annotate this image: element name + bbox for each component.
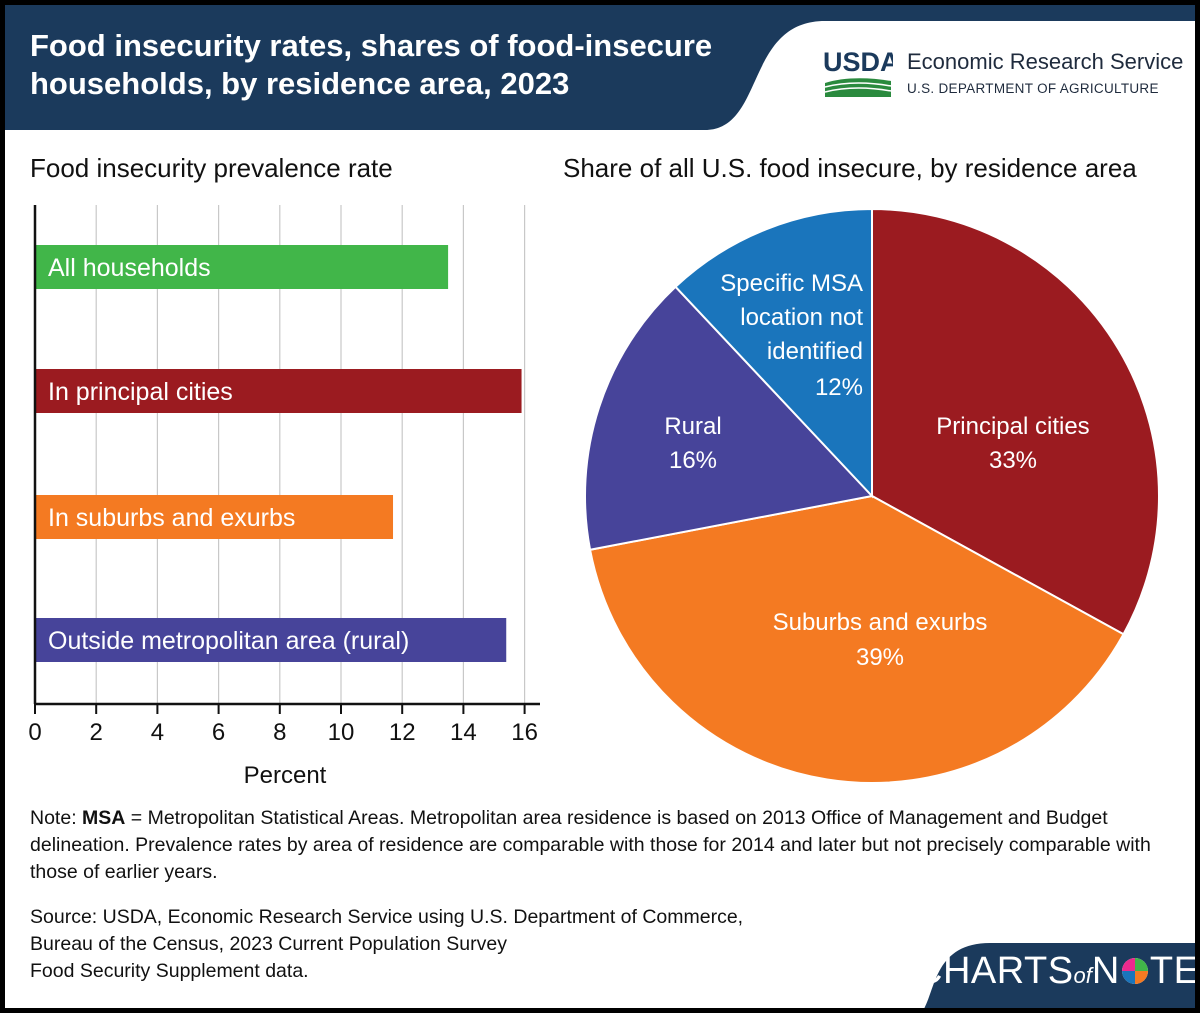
bar-tick-label: 6 bbox=[212, 719, 225, 746]
bar-tick-label: 8 bbox=[273, 719, 286, 746]
brand-charts: CHARTS bbox=[915, 950, 1074, 992]
bar-tick-label: 4 bbox=[151, 719, 164, 746]
bar-tick-label: 16 bbox=[511, 719, 538, 746]
brand-of: of bbox=[1073, 963, 1092, 988]
pie-labels: Principal cities 33% Suburbs and exurbs … bbox=[664, 270, 1089, 671]
charts-of-note-logo: CHARTSofN TE bbox=[915, 950, 1195, 1000]
pie-slice bbox=[674, 207, 873, 499]
agency-name: Economic Research Service bbox=[907, 49, 1184, 74]
pie-label-msa-not-identified: Specific MSA location not identified bbox=[720, 270, 863, 365]
note-prefix: Note: bbox=[30, 807, 83, 829]
pie-chart-title: Share of all U.S. food insecure, by resi… bbox=[563, 153, 1137, 183]
pie-label-rural: Rural bbox=[664, 413, 721, 440]
source: Source: USDA, Economic Research Service … bbox=[30, 904, 930, 985]
pie-slices bbox=[583, 207, 1160, 784]
bar-label: All households bbox=[48, 254, 211, 282]
bar-x-ticks: 0 2 4 6 8 10 12 14 16 bbox=[28, 704, 538, 746]
bar-chart-title: Food insecurity prevalence rate bbox=[30, 153, 393, 183]
bar-tick-label: 0 bbox=[28, 719, 41, 746]
pie-label-principal-cities: Principal cities bbox=[936, 413, 1089, 440]
bar bbox=[35, 495, 394, 539]
source-line-1: Source: USDA, Economic Research Service … bbox=[30, 906, 744, 928]
pie-label-suburbs-exurbs: Suburbs and exurbs bbox=[773, 609, 988, 636]
bar-series: All households In principal cities In subu… bbox=[35, 245, 522, 662]
department-name: U.S. DEPARTMENT OF AGRICULTURE bbox=[907, 81, 1159, 96]
note-term: MSA bbox=[82, 807, 126, 829]
pie-slice bbox=[583, 285, 874, 551]
bar-label: In principal cities bbox=[48, 378, 233, 406]
bar bbox=[35, 369, 522, 413]
brand-te: TE bbox=[1149, 950, 1200, 992]
pie-value-msa-not-identified: 12% bbox=[815, 374, 863, 401]
brand-n: N bbox=[1091, 950, 1120, 992]
pie-value-suburbs-exurbs: 39% bbox=[856, 644, 904, 671]
bar-tick-label: 14 bbox=[450, 719, 477, 746]
title-line-1: Food insecurity rates, shares of food-in… bbox=[30, 28, 713, 63]
bar-label: Outside metropolitan area (rural) bbox=[48, 627, 409, 655]
title-line-2: households, by residence area, 2023 bbox=[30, 66, 570, 101]
pie-slice bbox=[588, 494, 1125, 784]
pie-chart: Principal cities 33% Suburbs and exurbs … bbox=[583, 207, 1160, 784]
header-band bbox=[5, 5, 1195, 130]
pie-slice bbox=[871, 207, 1160, 636]
note-text: = Metropolitan Statistical Areas. Metrop… bbox=[30, 807, 1151, 883]
source-line-2: Bureau of the Census, 2023 Current Popul… bbox=[30, 933, 507, 955]
bar-chart: All households In principal cities In subu… bbox=[28, 205, 540, 789]
source-line-3: Food Security Supplement data. bbox=[30, 960, 309, 982]
bar bbox=[35, 618, 507, 662]
bar-tick-label: 2 bbox=[90, 719, 103, 746]
bar-label: In suburbs and exurbs bbox=[48, 504, 295, 532]
bar-tick-label: 12 bbox=[389, 719, 416, 746]
note: Note: MSA = Metropolitan Statistical Are… bbox=[30, 805, 1160, 886]
bar-tick-label: 10 bbox=[328, 719, 355, 746]
header-background bbox=[5, 5, 1195, 130]
usda-logo-text: USDA bbox=[823, 47, 893, 77]
pie-value-principal-cities: 33% bbox=[989, 447, 1037, 474]
pie-value-rural: 16% bbox=[669, 447, 717, 474]
page-title: Food insecurity rates, shares of food-in… bbox=[30, 27, 790, 103]
bar-x-axis-label: Percent bbox=[244, 762, 327, 789]
bar bbox=[35, 245, 449, 289]
brand-pie-icon bbox=[1121, 958, 1148, 984]
usda-logo: USDA bbox=[823, 47, 893, 97]
